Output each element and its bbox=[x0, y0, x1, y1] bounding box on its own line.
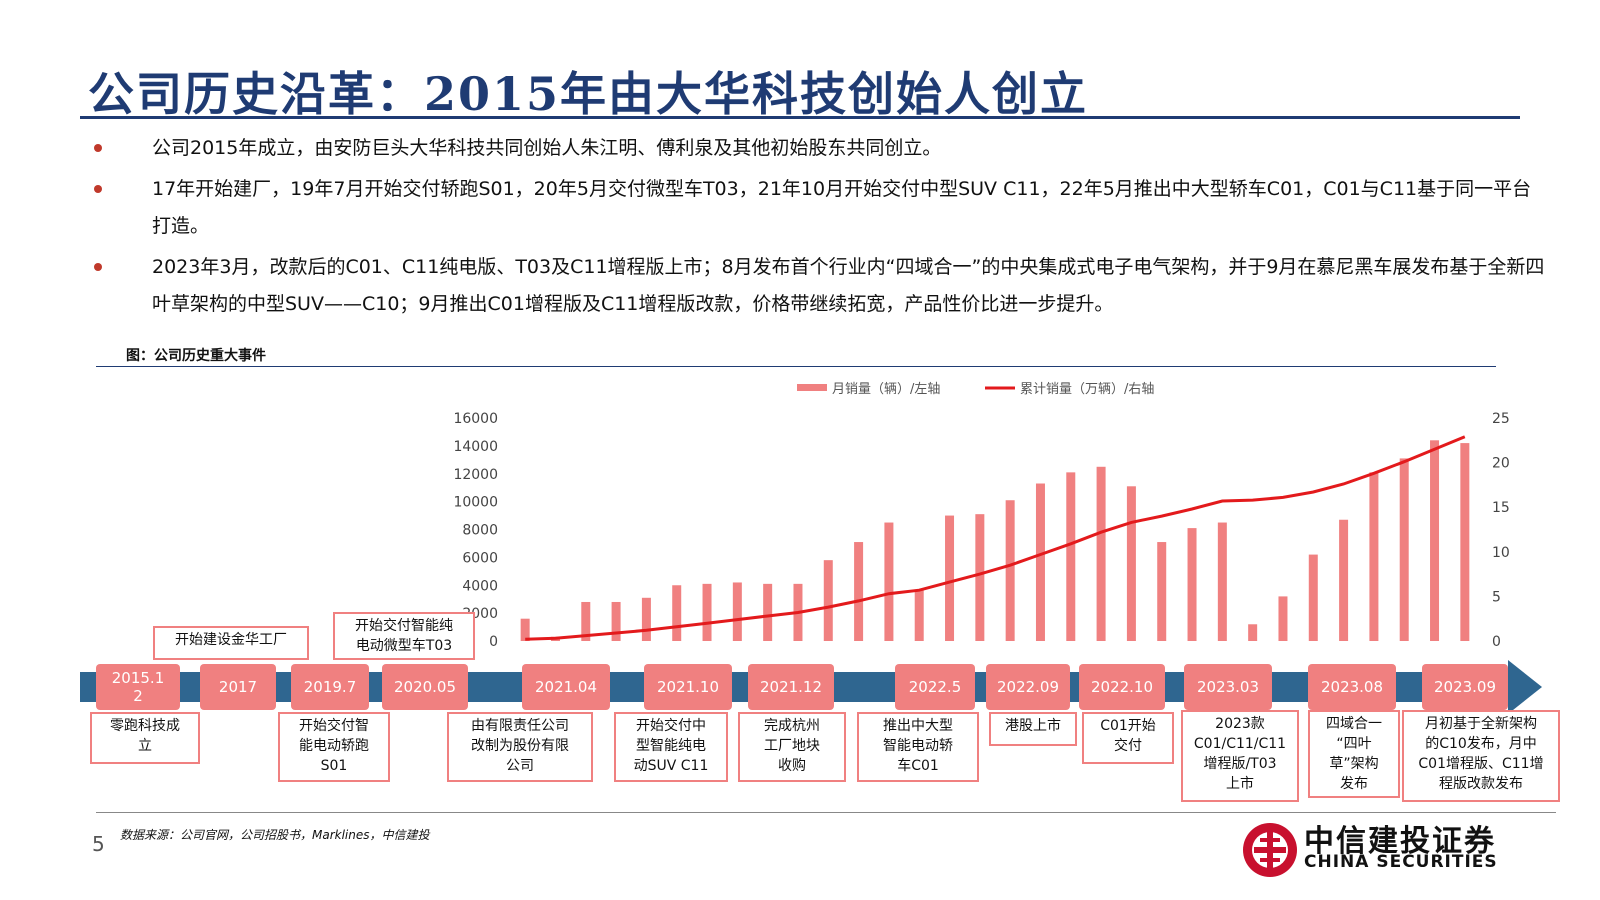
figure-label: 图：公司历史重大事件 bbox=[126, 348, 266, 364]
timeline-date-label: 2022.10 bbox=[1079, 664, 1165, 710]
sales-bar bbox=[914, 589, 924, 641]
bullet-item: 2023年3月，改款后的C01、C11纯电版、T03及C11增程版上市；8月发布… bbox=[88, 249, 1548, 323]
sales-bar bbox=[1217, 522, 1227, 641]
company-logo: 中信建投证券 CHINA SECURITIES bbox=[1240, 812, 1540, 882]
timeline-date-label: 2019.7 bbox=[291, 664, 369, 710]
sales-bar bbox=[1035, 483, 1045, 641]
y-left-tick-label: 6000 bbox=[462, 550, 498, 566]
timeline-event-box: 由有限责任公司 改制为股份有限 公司 bbox=[447, 712, 593, 782]
y-left-tick-label: 16000 bbox=[453, 411, 498, 427]
timeline-event-box: 港股上市 bbox=[989, 712, 1077, 746]
y-right-tick-label: 10 bbox=[1492, 545, 1510, 561]
y-left-tick-label: 14000 bbox=[453, 439, 498, 455]
sales-bar bbox=[1096, 466, 1106, 641]
sales-bar bbox=[763, 583, 773, 641]
sales-bar bbox=[945, 515, 955, 641]
sales-bar bbox=[732, 582, 742, 641]
y-right-tick-label: 20 bbox=[1492, 456, 1510, 472]
sales-bar bbox=[672, 585, 682, 641]
y-right-tick-label: 15 bbox=[1492, 500, 1510, 516]
sales-bar bbox=[1460, 443, 1470, 641]
timeline-date-label: 2023.09 bbox=[1422, 664, 1508, 710]
timeline-event-box: 2023款 C01/C11/C11 增程版/T03 上市 bbox=[1181, 710, 1299, 802]
sales-bar bbox=[1399, 458, 1409, 641]
bullet-dot-icon bbox=[94, 263, 102, 271]
timeline-date-label: 2021.10 bbox=[644, 664, 732, 710]
page-number: 5 bbox=[92, 832, 105, 856]
timeline-event-box: 月初基于全新架构 的C10发布，月中 C01增程版、C11增 程版改款发布 bbox=[1402, 710, 1560, 802]
sales-bar bbox=[1187, 528, 1197, 641]
y-left-tick-label: 4000 bbox=[462, 578, 498, 594]
timeline-date-label: 2020.05 bbox=[382, 664, 468, 710]
figure-divider-top bbox=[96, 366, 1496, 367]
timeline-date-label: 2015.1 2 bbox=[96, 664, 180, 710]
sales-bar bbox=[1066, 472, 1076, 641]
timeline-date-label: 2023.03 bbox=[1184, 664, 1272, 710]
sales-bar bbox=[581, 601, 591, 641]
figure-divider-bottom bbox=[96, 812, 1556, 813]
logo-text-cn: 中信建投证券 bbox=[1304, 824, 1496, 859]
sales-bar bbox=[1308, 554, 1318, 641]
bullet-text: 2023年3月，改款后的C01、C11纯电版、T03及C11增程版上市；8月发布… bbox=[152, 256, 1545, 315]
timeline-date-label: 2017 bbox=[200, 664, 276, 710]
citic-logo-icon bbox=[1243, 823, 1297, 877]
y-right-tick-label: 5 bbox=[1492, 589, 1501, 605]
sales-bar bbox=[641, 597, 651, 641]
legend-bar-swatch bbox=[797, 384, 827, 391]
page-title: 公司历史沿革：2015年由大华科技创始人创立 bbox=[88, 67, 1089, 121]
bullet-item: 17年开始建厂，19年7月开始交付轿跑S01，20年5月交付微型车T03，21年… bbox=[88, 171, 1548, 245]
timeline-date-label: 2021.12 bbox=[748, 664, 834, 710]
sales-bar bbox=[1339, 519, 1349, 641]
timeline-date-label: 2021.04 bbox=[522, 664, 610, 710]
legend-bar-label: 月销量（辆）/左轴 bbox=[832, 382, 940, 397]
sales-bar bbox=[702, 583, 712, 641]
bullet-text: 17年开始建厂，19年7月开始交付轿跑S01，20年5月交付微型车T03，21年… bbox=[152, 178, 1532, 237]
bullet-text: 公司2015年成立，由安防巨头大华科技共同创始人朱江明、傅利泉及其他初始股东共同… bbox=[152, 137, 942, 159]
sales-bar bbox=[1248, 624, 1258, 641]
timeline-event-box: 完成杭州 工厂地块 收购 bbox=[738, 712, 846, 782]
sales-bar bbox=[975, 514, 985, 641]
timeline-event-box: 开始建设金华工厂 bbox=[153, 626, 309, 660]
timeline-date-label: 2022.5 bbox=[895, 664, 975, 710]
timeline-event-box: C01开始 交付 bbox=[1082, 712, 1174, 764]
sales-bar bbox=[1430, 440, 1440, 641]
sales-bar bbox=[823, 560, 833, 641]
timeline-event-box: 四域合一 “四叶 草”架构 发布 bbox=[1308, 710, 1400, 798]
sales-bar bbox=[611, 601, 621, 641]
sales-bar bbox=[1005, 500, 1015, 641]
bullet-list: 公司2015年成立，由安防巨头大华科技共同创始人朱江明、傅利泉及其他初始股东共同… bbox=[88, 130, 1548, 327]
sales-bar bbox=[1278, 596, 1288, 641]
y-left-tick-label: 8000 bbox=[462, 523, 498, 539]
y-left-tick-label: 12000 bbox=[453, 467, 498, 483]
title-divider bbox=[80, 116, 1520, 119]
sales-bar bbox=[884, 522, 894, 641]
sales-bar bbox=[1369, 472, 1379, 641]
sales-bar bbox=[520, 618, 530, 641]
y-left-tick-label: 0 bbox=[489, 634, 498, 650]
y-right-tick-label: 0 bbox=[1492, 634, 1501, 650]
timeline-event-box: 推出中大型 智能电动轿 车C01 bbox=[857, 712, 979, 782]
bullet-dot-icon bbox=[94, 144, 102, 152]
logo-text-en: CHINA SECURITIES bbox=[1304, 852, 1498, 872]
timeline-date-label: 2023.08 bbox=[1308, 664, 1396, 710]
timeline-date-label: 2022.09 bbox=[986, 664, 1070, 710]
timeline-event-box: 零跑科技成 立 bbox=[90, 712, 200, 764]
source-note: 数据来源：公司官网，公司招股书，Marklines，中信建投 bbox=[120, 828, 430, 842]
sales-bar bbox=[1157, 542, 1167, 641]
timeline-event-box: 开始交付智 能电动轿跑 S01 bbox=[278, 712, 390, 782]
timeline-event-box: 开始交付中 型智能纯电 动SUV C11 bbox=[614, 712, 728, 782]
y-left-tick-label: 10000 bbox=[453, 495, 498, 511]
bullet-dot-icon bbox=[94, 185, 102, 193]
cumulative-sales-line bbox=[525, 435, 1466, 641]
sales-bar bbox=[854, 542, 864, 641]
timeline-event-box: 开始交付智能纯 电动微型车T03 bbox=[333, 612, 475, 660]
bullet-item: 公司2015年成立，由安防巨头大华科技共同创始人朱江明、傅利泉及其他初始股东共同… bbox=[88, 130, 1548, 167]
timeline-arrow-icon bbox=[1508, 660, 1542, 714]
sales-bar bbox=[1126, 486, 1136, 641]
y-right-tick-label: 25 bbox=[1492, 411, 1510, 427]
legend-line-label: 累计销量（万辆）/右轴 bbox=[1020, 382, 1154, 397]
